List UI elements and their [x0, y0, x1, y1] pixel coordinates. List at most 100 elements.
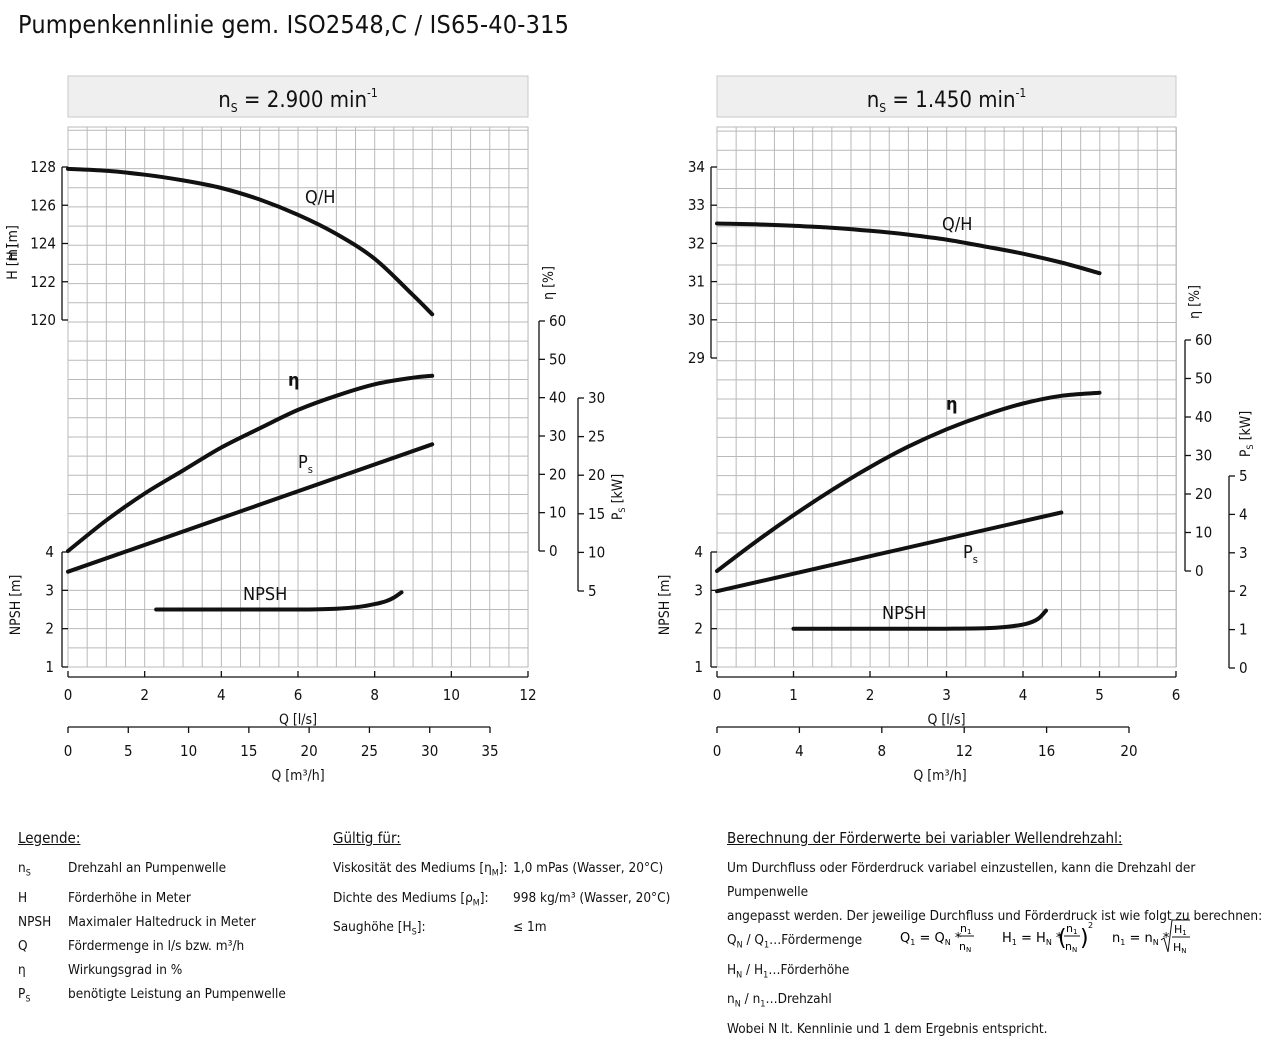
- legend-key: PS: [18, 985, 31, 1005]
- series-line-ps: [715, 510, 1064, 594]
- grid-border: [716, 126, 1177, 668]
- svg-text:nN: nN: [1065, 940, 1077, 954]
- calc-line-1: Um Durchfluss oder Förderdruck variabel …: [727, 860, 1196, 900]
- eta-tick-label: 30: [1195, 447, 1212, 465]
- valid-value: 1,0 mPas (Wasser, 20°C): [513, 860, 664, 876]
- affinity-formulas: Q1 = QN * n1 nN H1 = HN * ( n1 nN ) 2 n1…: [900, 919, 1190, 955]
- calc-final: Wobei N lt. Kennlinie und 1 dem Ergebnis…: [727, 1021, 1048, 1038]
- npsh-tick-label: 4: [694, 543, 703, 561]
- legend-key: η: [18, 961, 26, 978]
- svg-text:n1: n1: [1066, 922, 1077, 936]
- speed-header: [716, 75, 1177, 118]
- npsh-tick-label: 1: [45, 658, 54, 676]
- head-tick-label: 124: [30, 235, 56, 253]
- head-tick-label: 120: [30, 311, 56, 329]
- series-line-: [66, 373, 435, 553]
- x2-tick-label: 20: [1120, 742, 1137, 760]
- head-axis-label: H [m]: [5, 225, 21, 261]
- series-line-qh: [715, 221, 1102, 276]
- legend-key: H: [18, 889, 28, 906]
- x2-tick-label: 5: [124, 742, 133, 760]
- x2-tick-label: 12: [956, 742, 973, 760]
- legend-item: NPSH Maximaler Haltedruck in Meter: [18, 910, 286, 934]
- valid-row: Saughöhe [HS]: ≤ 1m: [333, 915, 670, 945]
- eta-tick-label: 60: [1195, 331, 1212, 349]
- npsh-tick-label: 3: [694, 581, 703, 599]
- power-tick-label: 4: [1239, 505, 1248, 523]
- npsh-axis-label: NPSH [m]: [8, 575, 24, 636]
- series-label: NPSH: [243, 584, 287, 605]
- eta-axis-label: η [%]: [1187, 285, 1203, 319]
- series-label: Ps: [963, 542, 978, 566]
- x2-tick-label: 25: [361, 742, 378, 760]
- npsh-tick-label: 2: [694, 620, 703, 638]
- legend-item: nS Drehzahl an Pumpenwelle: [18, 856, 286, 886]
- calc-def-q: QN / Q1…Fördermenge: [727, 932, 863, 951]
- legend-key: NPSH: [18, 913, 52, 930]
- npsh-tick-label: 1: [694, 658, 703, 676]
- legend: Legende: nS Drehzahl an Pumpenwelle H Förde…: [18, 826, 286, 1011]
- calc-line-2: angepasst werden. Der jeweilige Durchflu…: [727, 908, 1263, 924]
- eta-tick-label: 40: [549, 389, 566, 407]
- series-line-npsh: [154, 590, 404, 612]
- x-tick-label: 10: [443, 686, 460, 704]
- x2-tick-label: 30: [421, 742, 438, 760]
- x2-tick-label: 10: [180, 742, 197, 760]
- head-tick-label: 30: [688, 311, 705, 329]
- npsh-tick-label: 2: [45, 620, 54, 638]
- x-tick-label: 0: [713, 686, 722, 704]
- legend-text: Fördermenge in l/s bzw. m³/h: [68, 937, 245, 954]
- svg-text:Q1 = QN *: Q1 = QN *: [900, 931, 962, 947]
- x-tick-label: 8: [370, 686, 379, 704]
- eta-tick-label: 40: [1195, 408, 1212, 426]
- svg-text:2: 2: [1088, 921, 1093, 930]
- grid: [67, 126, 529, 668]
- calc-def-h: HN / H1…Förderhöhe: [727, 961, 850, 981]
- svg-text:HN: HN: [1173, 941, 1187, 955]
- eta-tick-label: 10: [549, 504, 566, 522]
- series-label: η: [288, 370, 300, 391]
- svg-text:H1: H1: [1174, 923, 1187, 937]
- x-axis-label: Q [l/s]: [927, 712, 965, 728]
- head-tick-label: 33: [688, 196, 705, 214]
- x-tick-label: 1: [789, 686, 798, 704]
- head-tick-label: 31: [688, 273, 705, 291]
- x-tick-label: 12: [519, 686, 536, 704]
- x2-axis-label: Q [m³/h]: [913, 768, 966, 784]
- x2-tick-label: 8: [878, 742, 887, 760]
- power-tick-label: 1: [1239, 621, 1248, 639]
- valid-row: Dichte des Mediums [ρM]: 998 kg/m³ (Wasse…: [333, 886, 670, 916]
- series-line-: [715, 390, 1102, 573]
- x2-tick-label: 0: [713, 742, 722, 760]
- power-tick-label: 3: [1239, 544, 1248, 562]
- legend-item: η Wirkungsgrad in %: [18, 958, 286, 982]
- speed-header-label: nS = 2.900 min-1: [218, 86, 378, 115]
- power-tick-label: 10: [588, 543, 605, 561]
- head-tick-label: 128: [30, 158, 56, 176]
- power-axis-label: PS [kW]: [610, 474, 628, 520]
- series-line-ps: [66, 442, 435, 574]
- svg-text:n1 = nN *: n1 = nN *: [1112, 931, 1170, 947]
- eta-tick-label: 0: [549, 542, 558, 560]
- eta-tick-label: 0: [1195, 562, 1204, 580]
- x-tick-label: 4: [217, 686, 226, 704]
- power-tick-label: 20: [588, 466, 605, 484]
- eta-tick-label: 50: [549, 350, 566, 368]
- series-label: η: [946, 394, 958, 415]
- power-tick-label: 15: [588, 505, 605, 523]
- power-tick-label: 0: [1239, 659, 1248, 677]
- legend-text: Wirkungsgrad in %: [68, 961, 183, 978]
- power-axis-label: PS [kW]: [1238, 411, 1256, 457]
- power-tick-label: 2: [1239, 582, 1248, 600]
- head-tick-label: 126: [30, 196, 56, 214]
- x-axis-label: Q [l/s]: [279, 712, 317, 728]
- npsh-tick-label: 4: [45, 543, 54, 561]
- power-tick-label: 25: [588, 428, 605, 446]
- series-label: NPSH: [882, 603, 926, 624]
- calc-heading: Berechnung der Förderwerte bei variabler…: [727, 829, 1123, 847]
- x-tick-label: 5: [1095, 686, 1104, 704]
- legend-key: nS: [18, 860, 31, 879]
- valid-key: Dichte des Mediums [ρM]:: [333, 889, 489, 909]
- valid-key: Viskosität des Mediums [ηM]:: [333, 860, 508, 879]
